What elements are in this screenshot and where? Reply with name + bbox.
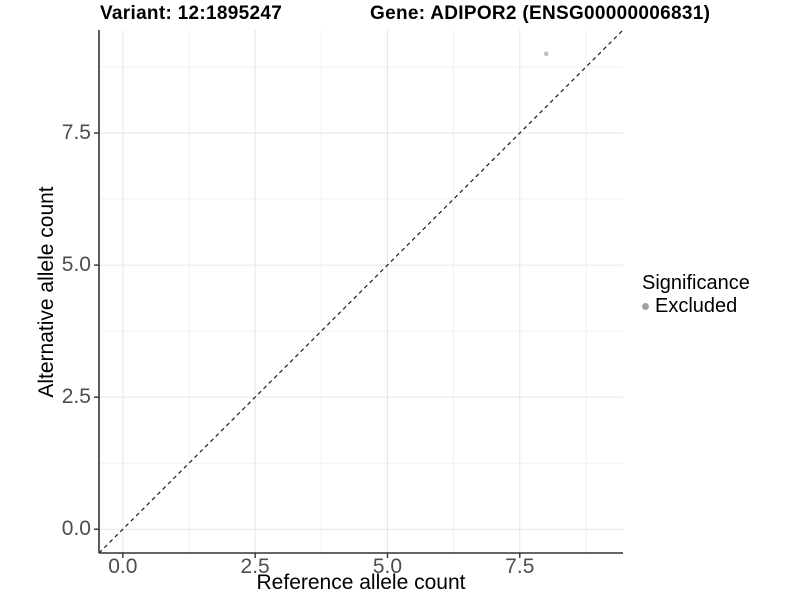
y-tick-label: 7.5 xyxy=(61,121,91,144)
y-tick-label: 0.0 xyxy=(61,517,91,541)
x-axis-label: Reference allele count xyxy=(256,571,466,594)
x-tick-label: 0.0 xyxy=(108,555,138,578)
identity-reference-line xyxy=(98,29,624,554)
variant-title: Variant: 12:1895247 xyxy=(100,3,283,24)
x-tick-label: 7.5 xyxy=(505,555,535,578)
x-tick-label: 2.5 xyxy=(240,555,270,578)
y-tick-label: 5.0 xyxy=(61,253,91,277)
legend-entry-excluded: Excluded xyxy=(642,295,750,317)
legend-point-icon xyxy=(642,302,649,310)
y-tick-label: 2.5 xyxy=(61,385,91,409)
gene-title: Gene: ADIPOR2 (ENSG00000006831) xyxy=(370,3,711,24)
y-axis-label: Alternative allele count xyxy=(35,186,58,398)
legend-title: Significance xyxy=(642,272,750,294)
legend-entry-label: Excluded xyxy=(655,295,738,317)
legend: Significance Excluded xyxy=(642,272,750,317)
x-tick-label: 5.0 xyxy=(372,555,403,578)
data-point xyxy=(543,51,549,57)
